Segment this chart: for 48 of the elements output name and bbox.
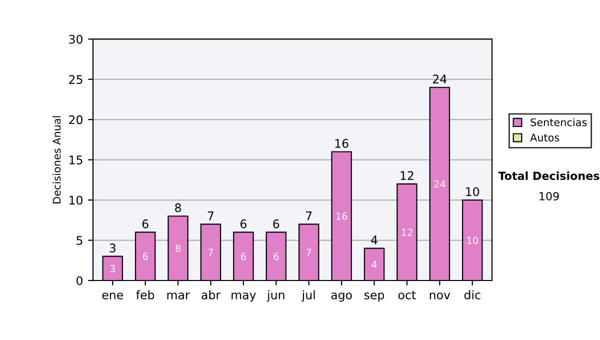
y-tick-label: 25 — [69, 75, 82, 84]
x-tick-label: oct — [398, 290, 416, 300]
x-tick-label: feb — [136, 290, 154, 300]
total-label: 8 — [175, 203, 181, 212]
total-label: 7 — [306, 212, 312, 220]
legend-label: Sentencias — [530, 118, 587, 126]
x-tick-label: ago — [331, 292, 352, 302]
data-label: 24 — [434, 180, 446, 188]
data-label: 6 — [274, 252, 279, 260]
total-label: 16 — [335, 138, 348, 148]
y-tick-label: 0 — [76, 276, 82, 286]
y-tick-label: 20 — [69, 115, 82, 124]
x-tick-label: jun — [266, 290, 284, 302]
total-label: 10 — [466, 187, 480, 196]
y-axis-title: Decisiones Anual — [52, 116, 61, 204]
total-label: 4 — [371, 236, 378, 244]
data-label: 7 — [306, 248, 312, 256]
total-label: 7 — [208, 212, 214, 220]
x-tick-label: jul — [302, 290, 315, 302]
legend-label: Autos — [530, 134, 560, 142]
y-tick-label: 30 — [69, 34, 82, 44]
x-tick-label: abr — [202, 290, 221, 300]
data-label: 6 — [241, 252, 246, 260]
data-label: 12 — [402, 228, 412, 236]
text: Total Decisiones — [498, 171, 600, 180]
x-tick-label: nov — [430, 292, 450, 300]
total-label: 6 — [273, 219, 280, 228]
y-tick-label: 5 — [76, 236, 82, 245]
total-label: 6 — [142, 219, 148, 228]
total-label: 6 — [240, 219, 246, 228]
y-tick-label: 10 — [70, 196, 82, 205]
data-label: 10 — [467, 236, 478, 244]
data-label: 6 — [142, 252, 148, 260]
x-tick-label: ene — [102, 292, 123, 300]
x-tick-label: sep — [364, 292, 384, 302]
total-label: 3 — [110, 244, 116, 252]
total-label: 12 — [400, 171, 414, 180]
total-label: 24 — [433, 74, 447, 84]
data-label: 3 — [110, 264, 115, 272]
data-label: 8 — [176, 244, 180, 252]
data-label: 4 — [372, 260, 377, 268]
x-tick-label: mar — [167, 292, 190, 300]
x-tick-label: may — [232, 292, 256, 302]
text: 109 — [540, 192, 559, 200]
data-label: 16 — [336, 212, 348, 220]
data-label: 7 — [208, 248, 213, 256]
y-tick-label: 15 — [70, 156, 82, 164]
x-tick-label: dic — [464, 290, 480, 300]
